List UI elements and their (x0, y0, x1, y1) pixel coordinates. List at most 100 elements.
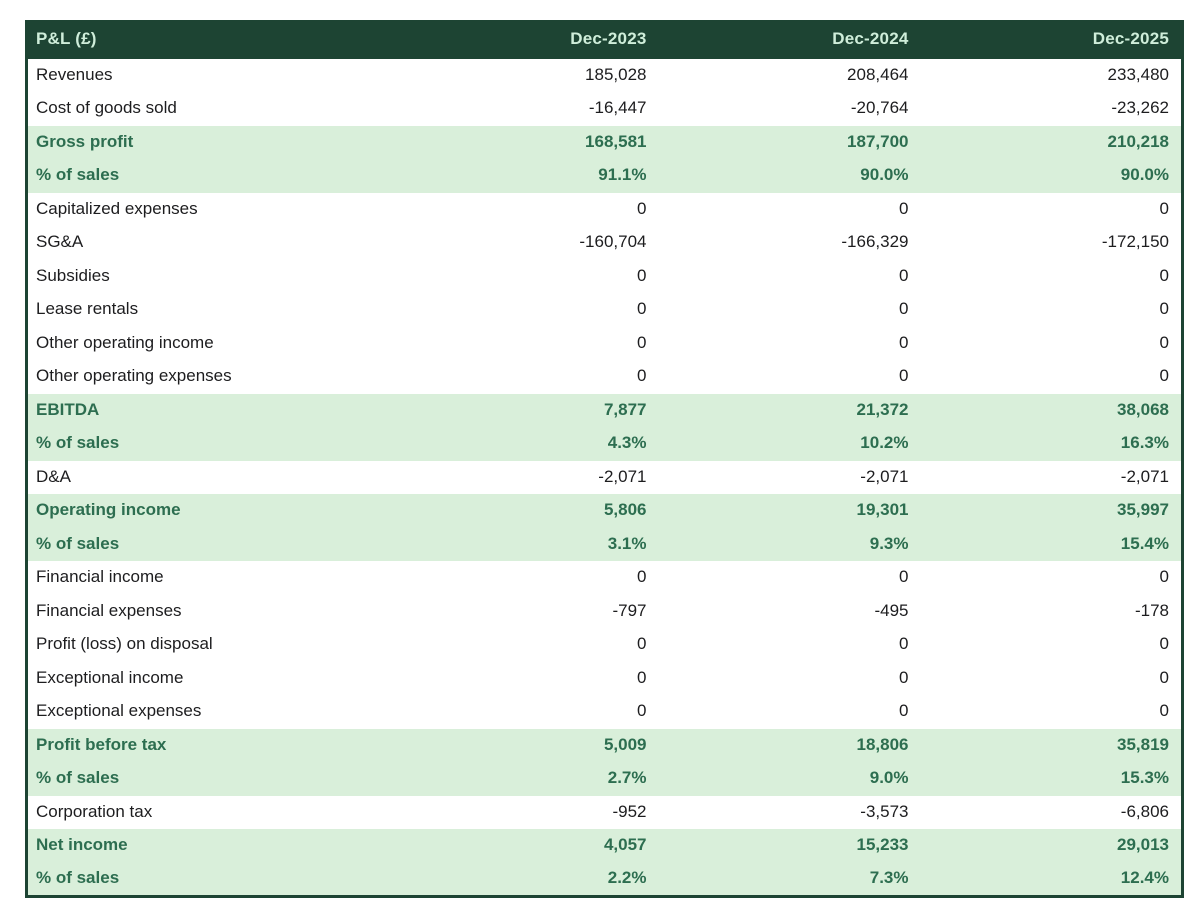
table-row: Exceptional income 0 0 0 (26, 661, 1183, 695)
row-label: Cost of goods sold (26, 92, 397, 126)
row-value: 208,464 (658, 58, 921, 92)
row-value: 210,218 (920, 125, 1183, 159)
row-label: Subsidies (26, 259, 397, 293)
table-row: Subsidies 0 0 0 (26, 259, 1183, 293)
row-value: 0 (658, 360, 921, 394)
row-value: 38,068 (920, 393, 1183, 427)
row-value: 0 (920, 628, 1183, 662)
row-value: -178 (920, 594, 1183, 628)
row-value: 3.1% (396, 527, 659, 561)
row-value: 0 (658, 192, 921, 226)
table-row: Revenues 185,028 208,464 233,480 (26, 58, 1183, 92)
row-label: % of sales (26, 762, 397, 796)
table-row: Profit before tax 5,009 18,806 35,819 (26, 728, 1183, 762)
row-label: Revenues (26, 58, 397, 92)
row-value: -23,262 (920, 92, 1183, 126)
table-row: Other operating income 0 0 0 (26, 326, 1183, 360)
row-label: % of sales (26, 862, 397, 896)
row-value: 0 (658, 293, 921, 327)
row-value: 0 (658, 259, 921, 293)
row-value: -2,071 (920, 460, 1183, 494)
row-value: 7,877 (396, 393, 659, 427)
row-label: % of sales (26, 527, 397, 561)
row-label: Lease rentals (26, 293, 397, 327)
row-value: 0 (658, 561, 921, 595)
table-row: Financial expenses -797 -495 -178 (26, 594, 1183, 628)
row-label: Capitalized expenses (26, 192, 397, 226)
row-value: -797 (396, 594, 659, 628)
row-value: 21,372 (658, 393, 921, 427)
row-value: -16,447 (396, 92, 659, 126)
row-value: 0 (396, 628, 659, 662)
row-label: Exceptional expenses (26, 695, 397, 729)
row-value: 0 (920, 360, 1183, 394)
table-row: % of sales 91.1% 90.0% 90.0% (26, 159, 1183, 193)
row-value: 7.3% (658, 862, 921, 896)
table-row: SG&A -160,704 -166,329 -172,150 (26, 226, 1183, 260)
row-value: 0 (920, 661, 1183, 695)
row-value: 91.1% (396, 159, 659, 193)
row-value: 0 (920, 326, 1183, 360)
row-value: 9.3% (658, 527, 921, 561)
row-value: 18,806 (658, 728, 921, 762)
row-label: Exceptional income (26, 661, 397, 695)
row-label: Profit (loss) on disposal (26, 628, 397, 662)
row-value: 233,480 (920, 58, 1183, 92)
table-title: P&L (£) (26, 21, 397, 59)
row-value: -2,071 (658, 460, 921, 494)
row-value: 0 (920, 695, 1183, 729)
row-label: D&A (26, 460, 397, 494)
row-value: 0 (920, 561, 1183, 595)
row-label: Financial income (26, 561, 397, 595)
table-row: % of sales 3.1% 9.3% 15.4% (26, 527, 1183, 561)
table-row: Operating income 5,806 19,301 35,997 (26, 494, 1183, 528)
row-value: 0 (658, 628, 921, 662)
row-value: 0 (920, 293, 1183, 327)
row-value: -6,806 (920, 795, 1183, 829)
table-row: % of sales 2.7% 9.0% 15.3% (26, 762, 1183, 796)
table-row: Capitalized expenses 0 0 0 (26, 192, 1183, 226)
pnl-table: P&L (£) Dec-2023 Dec-2024 Dec-2025 Reven… (25, 20, 1184, 898)
row-label: SG&A (26, 226, 397, 260)
row-value: -166,329 (658, 226, 921, 260)
row-value: 187,700 (658, 125, 921, 159)
row-value: 90.0% (920, 159, 1183, 193)
row-value: 0 (658, 661, 921, 695)
row-value: 0 (396, 661, 659, 695)
table-row: % of sales 4.3% 10.2% 16.3% (26, 427, 1183, 461)
row-label: Other operating expenses (26, 360, 397, 394)
row-value: 5,009 (396, 728, 659, 762)
row-value: 0 (396, 259, 659, 293)
row-label: EBITDA (26, 393, 397, 427)
row-value: -952 (396, 795, 659, 829)
row-value: 0 (920, 259, 1183, 293)
row-value: 2.2% (396, 862, 659, 896)
table-row: % of sales 2.2% 7.3% 12.4% (26, 862, 1183, 896)
row-value: 29,013 (920, 829, 1183, 863)
row-value: -2,071 (396, 460, 659, 494)
row-value: 9.0% (658, 762, 921, 796)
row-value: 35,997 (920, 494, 1183, 528)
row-value: -495 (658, 594, 921, 628)
row-value: 35,819 (920, 728, 1183, 762)
row-value: 168,581 (396, 125, 659, 159)
row-label: Financial expenses (26, 594, 397, 628)
row-value: 185,028 (396, 58, 659, 92)
row-label: Other operating income (26, 326, 397, 360)
row-value: 0 (396, 561, 659, 595)
row-label: % of sales (26, 427, 397, 461)
column-header-dec-2025: Dec-2025 (920, 21, 1183, 59)
row-value: 0 (658, 326, 921, 360)
column-header-dec-2024: Dec-2024 (658, 21, 921, 59)
row-value: 0 (396, 192, 659, 226)
table-header-row: P&L (£) Dec-2023 Dec-2024 Dec-2025 (26, 21, 1183, 59)
row-value: 15,233 (658, 829, 921, 863)
row-label: Operating income (26, 494, 397, 528)
row-value: 4,057 (396, 829, 659, 863)
row-value: -172,150 (920, 226, 1183, 260)
row-value: 15.3% (920, 762, 1183, 796)
table-row: Net income 4,057 15,233 29,013 (26, 829, 1183, 863)
row-label: % of sales (26, 159, 397, 193)
row-value: 12.4% (920, 862, 1183, 896)
